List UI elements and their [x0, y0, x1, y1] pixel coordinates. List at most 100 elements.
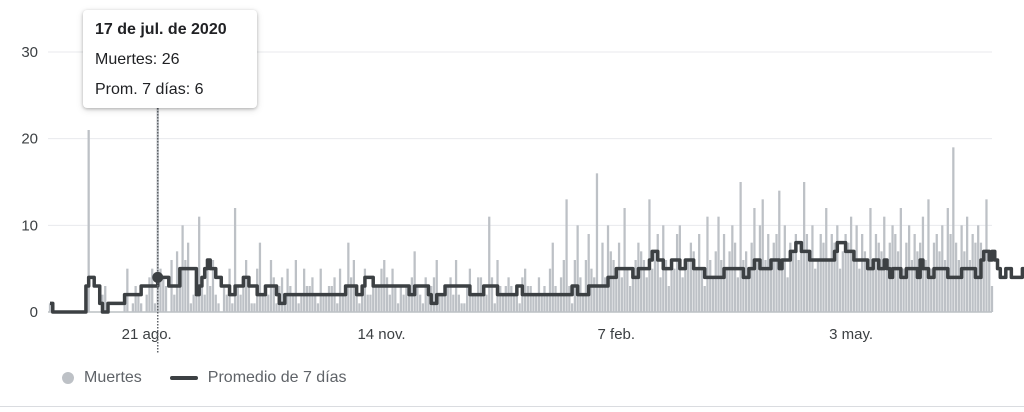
- bar[interactable]: [369, 294, 372, 312]
- bar[interactable]: [380, 268, 383, 312]
- bar[interactable]: [797, 260, 800, 312]
- bar[interactable]: [791, 251, 795, 312]
- bar[interactable]: [896, 251, 900, 312]
- bar[interactable]: [463, 303, 466, 312]
- bar[interactable]: [438, 294, 441, 312]
- bar[interactable]: [504, 286, 507, 312]
- bar[interactable]: [526, 286, 530, 312]
- bar[interactable]: [651, 268, 654, 312]
- bar[interactable]: [628, 286, 632, 312]
- bar[interactable]: [609, 251, 612, 312]
- bar[interactable]: [195, 286, 198, 312]
- bar[interactable]: [374, 286, 378, 312]
- bar[interactable]: [935, 234, 938, 312]
- bar[interactable]: [844, 234, 847, 312]
- bar[interactable]: [946, 208, 949, 312]
- bar[interactable]: [767, 234, 770, 312]
- bar[interactable]: [833, 242, 836, 312]
- average-line-group[interactable]: [50, 240, 1024, 314]
- bar[interactable]: [253, 303, 256, 312]
- bar[interactable]: [413, 251, 416, 312]
- bar[interactable]: [626, 268, 629, 312]
- bar[interactable]: [184, 260, 187, 312]
- bar[interactable]: [689, 242, 693, 312]
- bar[interactable]: [568, 286, 571, 312]
- bar[interactable]: [501, 294, 505, 312]
- bar[interactable]: [761, 199, 764, 312]
- bar[interactable]: [814, 268, 817, 312]
- bar[interactable]: [275, 303, 278, 312]
- bar[interactable]: [852, 260, 856, 312]
- bar[interactable]: [490, 277, 494, 312]
- bar[interactable]: [532, 294, 535, 312]
- bar[interactable]: [126, 268, 129, 312]
- bar[interactable]: [427, 286, 430, 312]
- bar[interactable]: [590, 268, 593, 312]
- bar[interactable]: [565, 199, 568, 312]
- bar[interactable]: [131, 303, 135, 312]
- bar[interactable]: [971, 234, 974, 312]
- bar[interactable]: [968, 260, 972, 312]
- bar[interactable]: [794, 234, 797, 312]
- bar[interactable]: [836, 225, 839, 312]
- bar[interactable]: [258, 242, 262, 312]
- bar[interactable]: [966, 216, 969, 312]
- bar[interactable]: [653, 251, 657, 312]
- bar[interactable]: [698, 234, 701, 312]
- bar[interactable]: [811, 225, 814, 312]
- bar[interactable]: [872, 268, 875, 312]
- bar[interactable]: [159, 268, 162, 312]
- bar[interactable]: [247, 286, 251, 312]
- bar[interactable]: [211, 260, 215, 312]
- bar[interactable]: [198, 216, 201, 312]
- bar[interactable]: [322, 294, 325, 312]
- bar[interactable]: [620, 277, 623, 312]
- bar[interactable]: [48, 303, 52, 312]
- bar[interactable]: [358, 303, 361, 312]
- bar[interactable]: [659, 277, 662, 312]
- bar[interactable]: [432, 277, 436, 312]
- bar[interactable]: [341, 294, 344, 312]
- bar[interactable]: [446, 286, 449, 312]
- bar[interactable]: [554, 286, 557, 312]
- deaths-bars[interactable]: [48, 86, 994, 313]
- bar[interactable]: [145, 294, 148, 312]
- bar[interactable]: [452, 294, 455, 312]
- bar[interactable]: [548, 268, 552, 312]
- bar[interactable]: [664, 260, 668, 312]
- bar[interactable]: [460, 303, 463, 312]
- bar[interactable]: [510, 286, 513, 312]
- bar[interactable]: [104, 286, 107, 312]
- bar[interactable]: [988, 260, 991, 312]
- bar[interactable]: [233, 208, 237, 312]
- bar[interactable]: [675, 234, 679, 312]
- bar[interactable]: [396, 303, 400, 312]
- bar[interactable]: [314, 294, 317, 312]
- bar[interactable]: [327, 286, 331, 312]
- bar[interactable]: [582, 294, 585, 312]
- bar[interactable]: [930, 268, 933, 312]
- bar[interactable]: [684, 268, 687, 312]
- bar[interactable]: [385, 277, 389, 312]
- bar[interactable]: [847, 242, 850, 312]
- bar[interactable]: [576, 225, 579, 312]
- bar[interactable]: [291, 294, 295, 312]
- bar[interactable]: [377, 286, 380, 312]
- bar[interactable]: [673, 268, 676, 312]
- bar[interactable]: [546, 294, 549, 312]
- bar[interactable]: [178, 286, 181, 312]
- bar[interactable]: [816, 260, 820, 312]
- bar[interactable]: [910, 260, 914, 312]
- bar[interactable]: [457, 294, 460, 312]
- bar[interactable]: [855, 225, 858, 312]
- bar[interactable]: [861, 234, 864, 312]
- bar[interactable]: [524, 268, 527, 312]
- bar[interactable]: [642, 260, 646, 312]
- bar[interactable]: [303, 268, 306, 312]
- bar[interactable]: [877, 242, 880, 312]
- bar[interactable]: [827, 260, 831, 312]
- bar[interactable]: [402, 294, 405, 312]
- bar[interactable]: [140, 303, 143, 312]
- bar[interactable]: [330, 286, 333, 312]
- bar[interactable]: [916, 251, 919, 312]
